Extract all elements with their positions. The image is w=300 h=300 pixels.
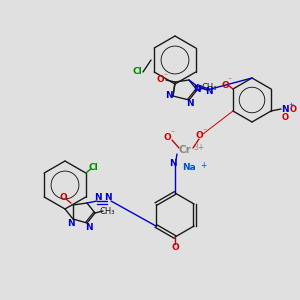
Text: N: N bbox=[205, 88, 213, 97]
Text: +: + bbox=[288, 103, 294, 107]
Text: O: O bbox=[163, 134, 171, 142]
Text: CH₃: CH₃ bbox=[201, 83, 217, 92]
Text: 3+: 3+ bbox=[194, 142, 205, 152]
Text: O: O bbox=[282, 112, 289, 122]
Text: N: N bbox=[281, 104, 289, 113]
Text: O: O bbox=[59, 193, 67, 202]
Text: ⁻: ⁻ bbox=[202, 127, 206, 136]
Text: N: N bbox=[186, 98, 194, 107]
Text: N: N bbox=[165, 92, 173, 100]
Text: O: O bbox=[195, 131, 203, 140]
Text: ⁻: ⁻ bbox=[228, 76, 232, 85]
Text: Cl: Cl bbox=[132, 68, 142, 76]
Text: N: N bbox=[169, 160, 177, 169]
Text: Cl: Cl bbox=[89, 164, 99, 172]
Text: O: O bbox=[290, 104, 297, 113]
Text: CH₃: CH₃ bbox=[99, 206, 115, 215]
Text: Na: Na bbox=[182, 164, 196, 172]
Text: N: N bbox=[94, 193, 102, 202]
Text: Cr: Cr bbox=[178, 145, 191, 155]
Text: ⁻: ⁻ bbox=[163, 71, 167, 80]
Text: N: N bbox=[104, 193, 112, 202]
Text: N: N bbox=[67, 218, 75, 227]
Text: ⁻: ⁻ bbox=[170, 128, 174, 137]
Text: +: + bbox=[200, 160, 206, 169]
Text: N: N bbox=[193, 85, 201, 94]
Text: O: O bbox=[156, 76, 164, 85]
Text: O: O bbox=[221, 80, 229, 89]
Text: ⁻: ⁻ bbox=[286, 118, 290, 122]
Text: N: N bbox=[85, 223, 93, 232]
Text: O: O bbox=[171, 242, 179, 251]
